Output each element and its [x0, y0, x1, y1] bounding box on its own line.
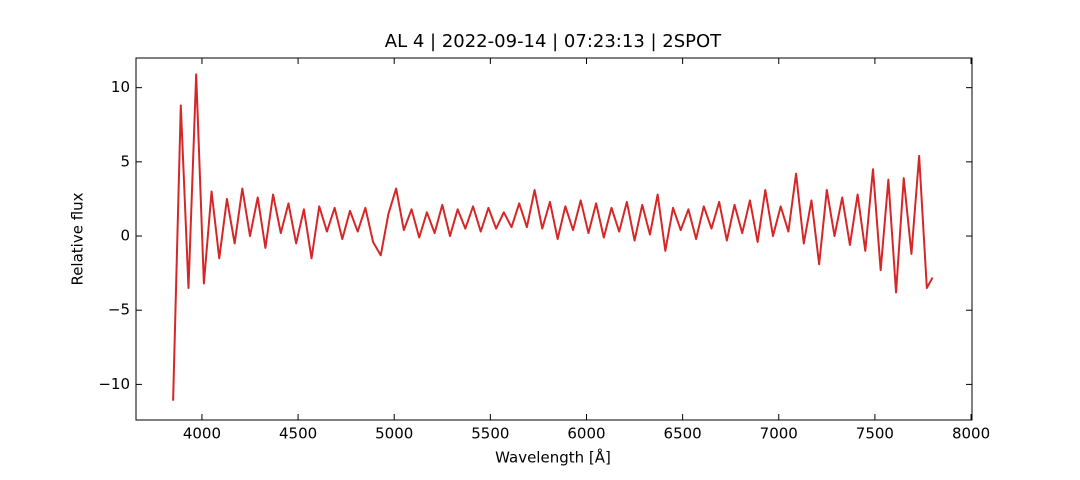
y-axis-label: Relative flux — [69, 192, 87, 285]
x-tick-label: 6500 — [664, 425, 702, 443]
x-tick-label: 8000 — [952, 425, 990, 443]
x-tick-label: 6000 — [567, 425, 605, 443]
x-tick-label: 4000 — [183, 425, 221, 443]
x-tick-label: 5000 — [375, 425, 413, 443]
y-tick-label: −5 — [108, 301, 130, 319]
y-tick-label: 5 — [120, 152, 130, 170]
x-tick-label: 5500 — [471, 425, 509, 443]
y-tick-label: 0 — [120, 227, 130, 245]
x-tick-label: 7500 — [856, 425, 894, 443]
x-tick-label: 4500 — [279, 425, 317, 443]
x-tick-label: 7000 — [760, 425, 798, 443]
x-axis-label: Wavelength [Å] — [495, 448, 611, 467]
y-tick-label: 10 — [111, 78, 130, 96]
chart-title: AL 4 | 2022-09-14 | 07:23:13 | 2SPOT — [385, 31, 722, 52]
plot-frame — [135, 57, 973, 421]
spectrum-line — [172, 73, 934, 401]
y-tick-label: −10 — [98, 375, 130, 393]
